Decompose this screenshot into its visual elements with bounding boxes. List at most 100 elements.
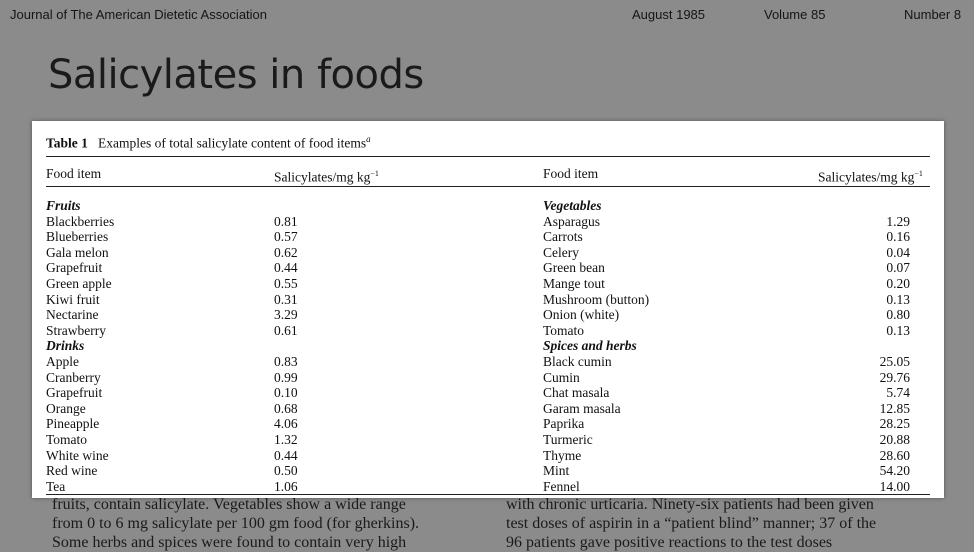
rule xyxy=(46,494,930,495)
food-item: Mint xyxy=(543,463,570,479)
food-item: Tomato xyxy=(46,432,88,447)
food-item: Turmeric xyxy=(543,432,593,447)
volume: Volume 85 xyxy=(764,7,826,22)
issue-date: August 1985 xyxy=(632,7,706,22)
food-item: Green apple xyxy=(46,276,112,291)
food-item: Garam masala xyxy=(543,400,621,416)
salicylate-value: 0.50 xyxy=(274,463,298,479)
table-caption: Table 1 Examples of total salicylate con… xyxy=(46,132,371,151)
salicylate-value: 0.13 xyxy=(886,322,910,338)
food-item: White wine xyxy=(46,447,109,463)
issue-number: Number 8 xyxy=(904,7,962,22)
food-item: Mange tout xyxy=(543,276,605,291)
salicylate-value: 0.99 xyxy=(274,369,298,385)
salicylate-value: 25.05 xyxy=(879,354,910,369)
food-item: Red wine xyxy=(46,463,98,479)
article-title: Salicylates in foods xyxy=(48,52,424,98)
salicylate-value: 0.20 xyxy=(886,276,910,291)
table-label: Table 1 xyxy=(46,135,88,151)
column-header: Salicylates/mg kg−1 xyxy=(818,166,923,185)
salicylate-value: 28.25 xyxy=(879,416,910,432)
column-header: Salicylates/mg kg−1 xyxy=(274,166,379,185)
salicylate-value: 1.29 xyxy=(886,213,910,229)
body-line: from 0 to 6 mg salicylate per 100 gm foo… xyxy=(52,515,420,532)
food-item: Orange xyxy=(46,400,86,416)
food-item: Cumin xyxy=(543,369,580,385)
food-item: Carrots xyxy=(543,229,583,245)
salicylate-value: 29.76 xyxy=(879,369,910,385)
salicylate-value: 28.60 xyxy=(879,447,910,463)
salicylate-value: 1.06 xyxy=(274,478,298,494)
journal-name: Journal of The American Dietetic Associa… xyxy=(10,7,268,22)
rule xyxy=(46,156,930,157)
food-item: Grapefruit xyxy=(46,385,103,401)
column-header: Food item xyxy=(543,166,599,181)
food-item: Gala melon xyxy=(46,244,109,260)
food-item: Strawberry xyxy=(46,322,106,338)
caption-note: a xyxy=(366,134,371,144)
salicylate-value: 0.07 xyxy=(886,260,910,276)
food-item: Blackberries xyxy=(46,213,115,229)
group-heading: Fruits xyxy=(46,198,81,213)
food-item: Asparagus xyxy=(543,213,600,229)
salicylate-value: 0.44 xyxy=(274,447,298,463)
salicylate-value: 0.62 xyxy=(274,244,298,260)
food-item: Black cumin xyxy=(543,354,612,369)
body-line: Some herbs and spices were found to cont… xyxy=(52,534,407,551)
salicylate-value: 0.10 xyxy=(274,385,298,401)
salicylate-value: 0.55 xyxy=(274,276,298,291)
caption-text: Examples of total salicylate content of … xyxy=(98,135,367,151)
column-header-text: Salicylates/mg kg xyxy=(274,169,371,185)
salicylate-value: 0.61 xyxy=(274,322,298,338)
salicylate-value: 14.00 xyxy=(879,478,910,494)
group-heading: Spices and herbs xyxy=(543,338,637,354)
body-line: with chronic urticaria. Ninety-six patie… xyxy=(506,496,874,513)
food-item: Celery xyxy=(543,244,579,260)
food-item: Grapefruit xyxy=(46,260,103,276)
unit-exponent: −1 xyxy=(370,169,379,178)
food-item: Pineapple xyxy=(46,416,100,432)
food-item: Chat masala xyxy=(543,385,610,401)
salicylate-value: 12.85 xyxy=(879,400,910,416)
food-item: Cranberry xyxy=(46,369,101,385)
food-item: Kiwi fruit xyxy=(46,291,100,307)
food-item: Nectarine xyxy=(46,307,99,323)
group-heading: Drinks xyxy=(46,338,85,354)
salicylate-value: 0.13 xyxy=(886,291,910,307)
salicylate-value: 0.80 xyxy=(886,307,910,323)
unit-exponent: −1 xyxy=(914,169,923,178)
salicylate-value: 0.83 xyxy=(274,354,298,369)
body-line: test doses of aspirin in a “patient blin… xyxy=(506,515,877,532)
food-item: Green bean xyxy=(543,260,605,276)
food-item: Thyme xyxy=(543,447,582,463)
salicylate-value: 54.20 xyxy=(879,463,910,479)
food-item: Fennel xyxy=(543,478,580,494)
salicylate-value: 20.88 xyxy=(879,432,910,447)
salicylate-value: 0.31 xyxy=(274,291,298,307)
salicylate-value: 0.57 xyxy=(274,229,298,245)
food-item: Mushroom (button) xyxy=(543,291,650,307)
salicylate-value: 3.29 xyxy=(274,307,298,323)
salicylate-value: 0.81 xyxy=(274,213,298,229)
food-item: Blueberries xyxy=(46,229,109,245)
salicylate-value: 4.06 xyxy=(274,416,298,432)
rule xyxy=(46,186,930,187)
salicylate-value: 0.68 xyxy=(274,400,298,416)
column-header-text: Salicylates/mg kg xyxy=(818,169,915,185)
food-item: Tea xyxy=(46,478,66,494)
food-item: Onion (white) xyxy=(543,307,620,323)
body-line: fruits, contain salicylate. Vegetables s… xyxy=(52,496,406,513)
body-line: 96 patients gave positive reactions to t… xyxy=(506,534,833,551)
salicylate-value: 0.04 xyxy=(886,244,910,260)
salicylate-value: 0.16 xyxy=(886,229,910,245)
column-header: Food item xyxy=(46,166,102,181)
salicylate-value: 1.32 xyxy=(274,432,298,447)
group-heading: Vegetables xyxy=(543,198,602,213)
table-box: Table 1 Examples of total salicylate con… xyxy=(32,121,944,498)
food-item: Tomato xyxy=(543,322,585,338)
food-item: Paprika xyxy=(543,416,585,432)
food-item: Apple xyxy=(46,354,79,369)
salicylate-value: 5.74 xyxy=(886,385,910,401)
salicylate-value: 0.44 xyxy=(274,260,298,276)
